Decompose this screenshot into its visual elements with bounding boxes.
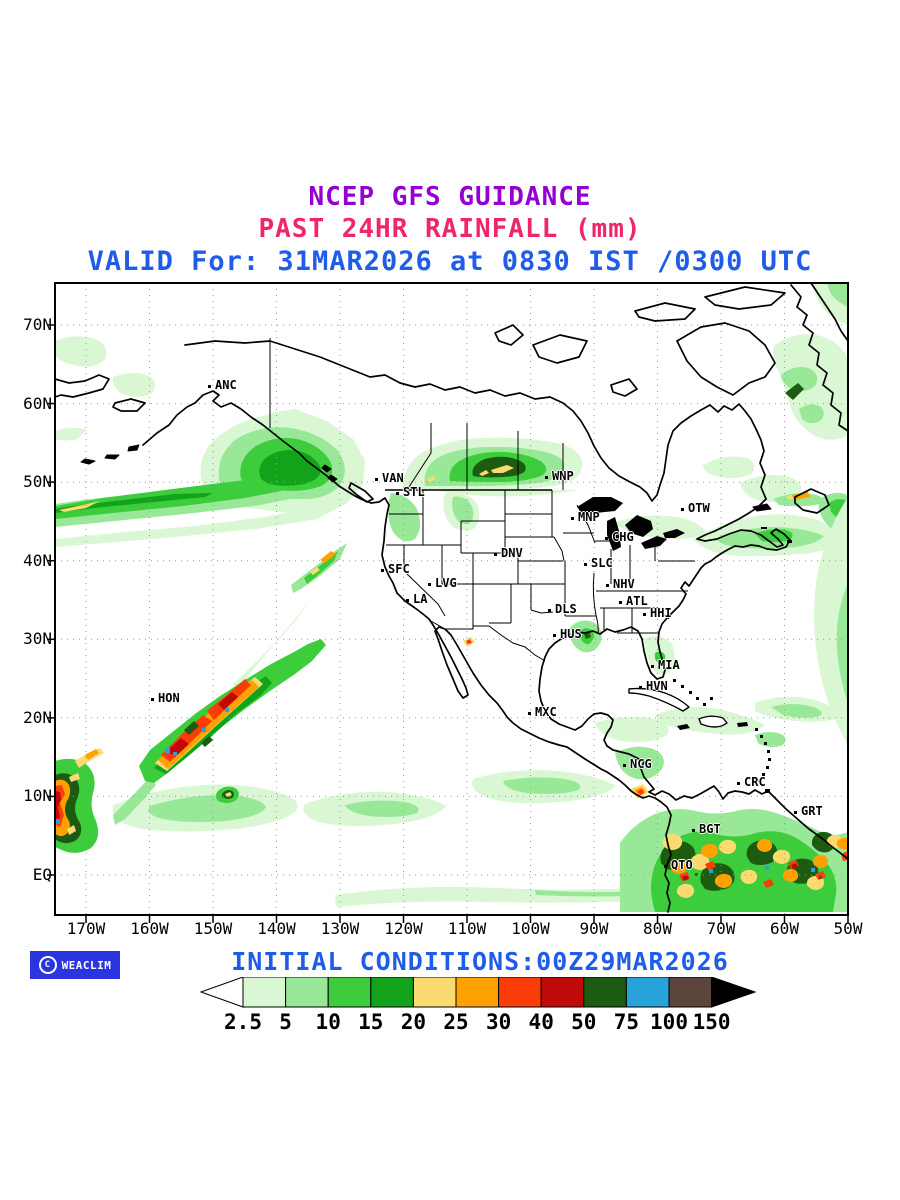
lon-tick-label: 140W	[257, 919, 296, 938]
axis-ticks	[47, 324, 849, 923]
weaclim-credit-badge: C WEACLIM	[30, 951, 120, 979]
great-lakes	[577, 497, 685, 551]
lon-tick-label: 170W	[66, 919, 106, 938]
colorbar-cell	[242, 977, 287, 1008]
copyright-icon: C	[38, 956, 57, 974]
map-frame	[54, 282, 849, 916]
colorbar-tick-label: 15	[358, 1010, 383, 1034]
title-model: NCEP GFS GUIDANCE	[308, 182, 592, 212]
colorbar-cell	[455, 977, 500, 1008]
lat-tick-label: EQ	[32, 864, 52, 884]
colorbar-tick-label: 30	[486, 1010, 511, 1034]
small-islands	[673, 527, 792, 793]
colorbar-tick-label: 75	[614, 1010, 639, 1034]
title-valid-time: VALID For: 31MAR2026 at 0830 IST /0300 U…	[87, 246, 813, 277]
colorbar-under-arrow	[199, 977, 244, 1008]
lat-tick-label: 70N	[23, 315, 52, 334]
lat-tick-label: 60N	[23, 393, 52, 413]
initial-conditions-text: INITIAL CONDITIONS:00Z29MAR2026	[231, 947, 729, 976]
colorbar-cell	[625, 977, 670, 1008]
colorbar-cell	[540, 977, 585, 1008]
lon-tick-label: 120W	[384, 919, 423, 938]
political-borders	[269, 338, 695, 662]
title-product: PAST 24HR RAINFALL (mm)	[258, 214, 642, 244]
rainfall-colorbar: 2.5 5 10 15 20 25 30 40 50 75 100 150	[199, 977, 757, 1034]
colorbar-tick-label: 100	[650, 1010, 688, 1034]
colorbar-tick-label: 25	[443, 1010, 468, 1034]
lon-tick-label: 90W	[579, 919, 609, 938]
lat-tick-label: 30N	[23, 629, 52, 649]
colorbar-tick-label: 2.5	[224, 1010, 262, 1034]
colorbar-tick-label: 5	[279, 1010, 292, 1034]
colorbar-cell	[668, 977, 713, 1008]
lon-tick-label: 150W	[193, 919, 233, 938]
lon-tick-label: 60W	[770, 919, 799, 938]
colorbar-cell	[412, 977, 457, 1008]
colorbar-cell	[285, 977, 329, 1008]
lon-tick-label: 110W	[447, 919, 487, 938]
coastlines	[54, 282, 849, 913]
colorbar-cell	[327, 977, 372, 1008]
lat-tick-label: 20N	[23, 707, 52, 727]
rainfall-shading	[55, 283, 848, 912]
colorbar-tick-label: 150	[693, 1010, 731, 1034]
colorbar-cell	[583, 977, 627, 1008]
lon-tick-label: 130W	[320, 919, 360, 938]
lon-tick-label: 80W	[643, 919, 672, 938]
colorbar-over-arrow	[711, 977, 757, 1008]
lon-tick-label: 50W	[833, 919, 863, 938]
lon-tick-label: 160W	[130, 919, 169, 938]
colorbar-tick-label: 50	[571, 1010, 596, 1034]
credit-label: WEACLIM	[61, 958, 112, 972]
lat-tick-label: 10N	[23, 786, 52, 806]
map-panel	[45, 275, 857, 927]
colorbar-tick-label: 10	[316, 1010, 341, 1034]
colorbar-tick-label: 20	[401, 1010, 426, 1034]
colorbar-cell	[498, 977, 542, 1008]
lat-tick-label: 40N	[23, 550, 52, 570]
colorbar-cell	[370, 977, 414, 1008]
colorbar-tick-label: 40	[529, 1010, 554, 1034]
lon-tick-label: 100W	[511, 919, 550, 938]
lon-tick-label: 70W	[706, 919, 736, 938]
map-svg	[47, 282, 849, 923]
lat-tick-label: 50N	[23, 472, 52, 492]
